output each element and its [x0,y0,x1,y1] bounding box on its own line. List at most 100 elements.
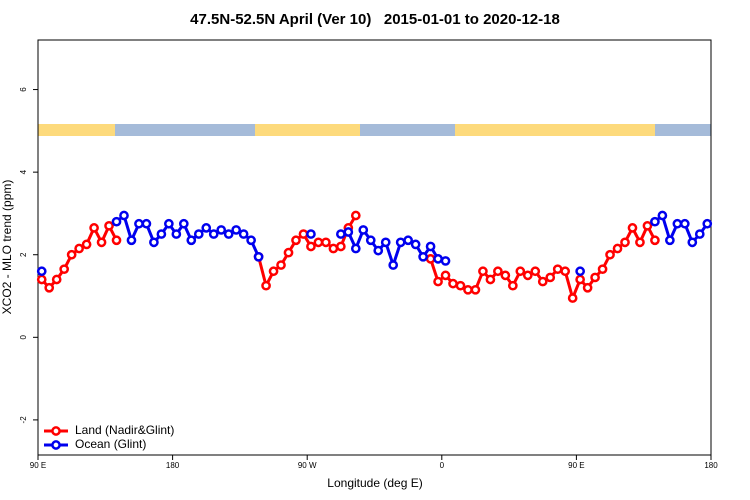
data-point [627,223,638,233]
data-point [642,220,653,231]
x-tick-label: 90 W [298,461,317,470]
data-point [336,241,346,252]
data-point [702,218,713,229]
data-point [36,274,47,285]
mask-land [455,124,655,136]
data-point [36,266,47,277]
land-ocean-mask [38,124,711,136]
data-point [111,235,122,246]
x-tick-label: 180 [166,461,180,470]
data-point [276,260,286,270]
legend: Land (Nadir&Glint)Ocean (Glint) [44,423,174,451]
plot-frame [37,39,712,456]
data-point [156,229,167,239]
data-point [291,235,301,246]
data-point [418,251,428,262]
data-point [395,237,406,248]
legend-label: Ocean (Glint) [75,437,146,451]
data-point [650,216,660,227]
data-point [89,223,99,233]
data-point [425,241,436,252]
y-tick-label: 4 [19,169,28,174]
y-tick-label: 2 [19,252,28,257]
data-point [672,218,683,229]
series [36,210,660,303]
data-point [81,239,92,250]
data-point [575,274,585,285]
data-point [485,274,496,285]
mask-ocean [115,124,255,136]
data-point [567,293,578,303]
data-point [650,235,660,246]
data-point [51,274,62,285]
legend-label: Land (Nadir&Glint) [75,423,174,437]
data-point [216,225,227,235]
data-point [74,243,84,254]
data-point [336,229,346,239]
data-point [694,229,705,239]
data-point [635,237,645,248]
chart-title: 47.5N-52.5N April (Ver 10) 2015-01-01 to… [190,11,560,28]
data-point [373,245,384,256]
x-tick-label: 0 [440,461,445,470]
x-axis-label: Longitude (deg E) [327,476,422,490]
data-point [313,237,324,248]
data-point [283,247,294,258]
data-point [552,264,563,275]
data-point [350,243,361,254]
data-point [306,229,316,239]
data-point [612,243,623,254]
data-point [171,229,182,239]
data-point [493,266,503,277]
data-point [298,229,309,239]
data-point [597,264,608,275]
data-point [268,266,279,277]
data-point [201,223,212,233]
data-point [522,270,533,281]
mask-ocean [360,124,455,136]
data-point [134,218,144,229]
data-point [470,284,481,295]
data-point [306,241,316,252]
data-point [448,278,458,289]
data-point [575,266,585,277]
y-tick-label: 0 [19,335,28,340]
data-point [321,237,331,248]
data-point [687,237,698,248]
data-point [186,235,197,246]
data-point [590,272,600,283]
y-tick-label: -2 [19,416,28,424]
data-point [328,243,339,254]
series [36,210,713,277]
data-point [350,210,361,221]
data-point [433,254,443,264]
data-point [433,276,443,287]
mask-ocean [655,124,711,136]
data-point [231,225,242,235]
data-point [403,235,413,246]
data-point [605,249,615,260]
data-point [530,266,541,277]
data-point [119,210,129,221]
data-point [261,280,271,291]
data-point [440,270,451,281]
data-point [223,229,234,239]
legend-marker [51,426,61,436]
data-point [679,218,690,229]
data-point [582,282,593,293]
data-point [478,266,488,277]
data-point [440,256,451,266]
data-point [253,251,264,262]
data-point [425,254,436,264]
data-point [164,218,174,229]
data-point [388,260,399,270]
data-point [208,229,219,239]
data-point [620,237,630,248]
data-point [507,280,518,291]
x-tick-label: 90 E [30,461,46,470]
data-point [343,227,354,237]
data-point [537,276,548,287]
data-point [358,225,369,235]
